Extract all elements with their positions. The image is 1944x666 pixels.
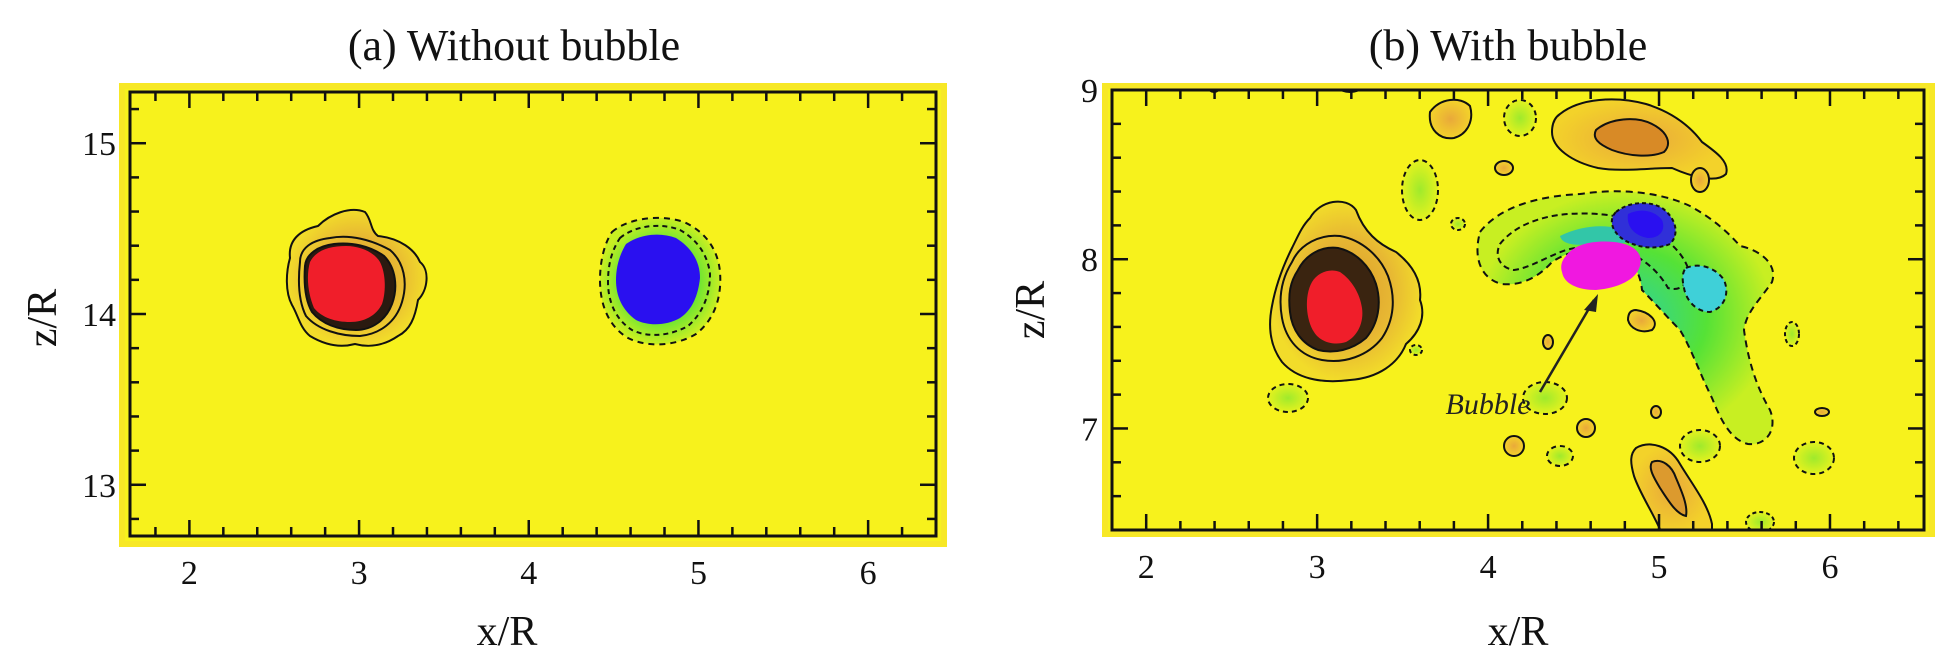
panel-a-x-axis-label: x/R: [477, 609, 538, 655]
y-tick-label: 8: [1081, 242, 1098, 279]
panel-b-y-axis-label: z/R: [1008, 281, 1054, 339]
x-tick-label: 3: [351, 555, 368, 592]
panel-b-bubble: [1561, 241, 1641, 290]
panel-a-contour-background: [122, 86, 944, 544]
x-tick-label: 3: [1309, 549, 1326, 586]
panel-b-axes: [1110, 88, 1926, 532]
y-tick-label: 9: [1081, 73, 1098, 110]
panel-a-positive-vortex: [285, 208, 428, 347]
panel-b-x-axis-label: x/R: [1488, 609, 1549, 655]
panel-a-y-ticks: 13 14 15: [82, 107, 936, 521]
bubble-label: Bubble: [1446, 388, 1531, 421]
panel-b-frame: [1102, 83, 1935, 537]
panel-a-negative-vortex: [598, 216, 722, 346]
y-tick-label: 13: [82, 468, 116, 505]
panel-b-y-ticks: 7 8 9: [1081, 73, 1924, 532]
x-tick-label: 2: [181, 555, 198, 592]
panel-b-x-ticks: 2 3 4 5 6: [1110, 90, 1900, 586]
panel-b-small-lobes: [1208, 83, 1835, 535]
y-tick-label: 14: [82, 297, 116, 334]
y-tick-label: 15: [82, 126, 116, 163]
y-tick-label: 7: [1081, 411, 1098, 448]
panel-b: (b) With bubble: [1008, 21, 1935, 655]
panel-b-title: (b) With bubble: [1369, 21, 1647, 70]
panel-b-bubble-annotation: Bubble: [1446, 294, 1598, 421]
x-tick-label: 5: [690, 555, 707, 592]
x-tick-label: 4: [1480, 549, 1497, 586]
x-tick-label: 6: [860, 555, 877, 592]
panel-b-positive-vortex: [1269, 200, 1424, 383]
bubble-arrow: [1538, 299, 1596, 393]
x-tick-label: 6: [1821, 549, 1838, 586]
panel-a-frame: [119, 83, 947, 547]
panel-a-title: (a) Without bubble: [348, 21, 680, 70]
x-tick-label: 5: [1651, 549, 1668, 586]
panel-a-x-ticks: 2 3 4 5 6: [154, 92, 938, 592]
bubble-arrowhead: [1584, 294, 1598, 312]
panel-b-negative-vortex: [1610, 202, 1677, 249]
panel-a: (a) Without bubble 2 3 4 5 6 13 14 15 x/R z/R: [20, 21, 947, 655]
panel-a-y-axis-label: z/R: [20, 289, 66, 347]
x-tick-label: 4: [520, 555, 537, 592]
panel-b-top-lobes: [1428, 98, 1728, 180]
x-tick-label: 2: [1138, 549, 1155, 586]
